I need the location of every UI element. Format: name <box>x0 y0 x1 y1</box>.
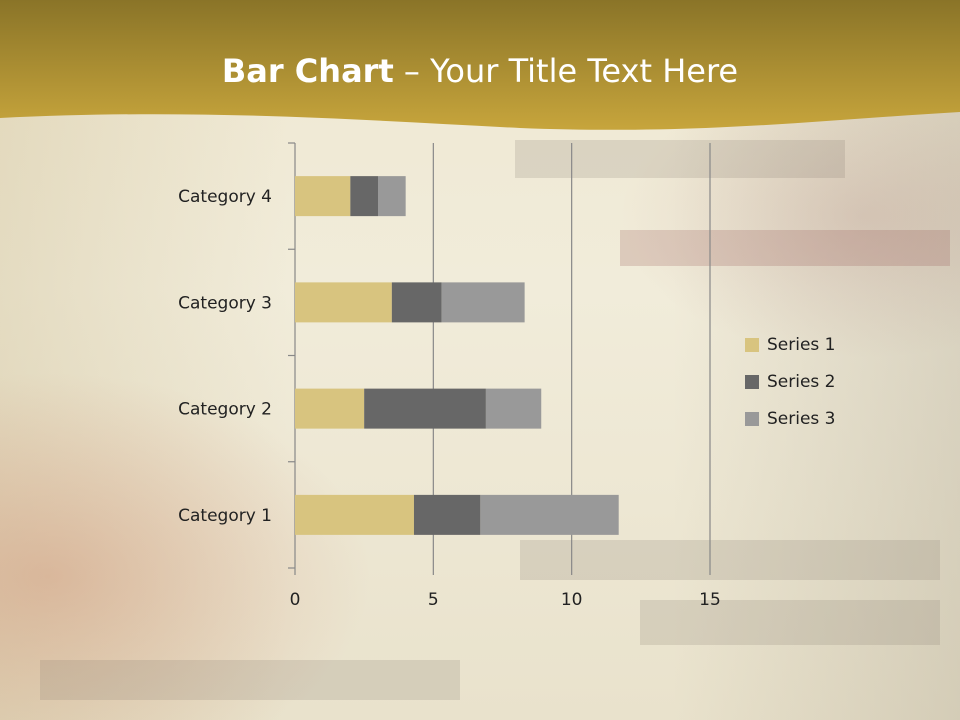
chart-legend: Series 1 Series 2 Series 3 <box>745 326 836 437</box>
legend-item-series-3: Series 3 <box>745 400 836 437</box>
background-stroke <box>620 230 950 266</box>
legend-label: Series 3 <box>767 408 836 429</box>
legend-swatch <box>745 337 759 352</box>
slide-title: Bar Chart – Your Title Text Here <box>221 52 739 90</box>
legend-label: Series 1 <box>767 334 836 355</box>
legend-swatch <box>745 411 759 426</box>
background-stroke <box>515 140 845 178</box>
category-label: Category 4 <box>178 187 272 207</box>
bar-segment-series-1 <box>295 282 392 323</box>
legend-label: Series 2 <box>767 371 836 392</box>
x-tick-label: 0 <box>290 590 301 610</box>
bar-segment-series-3 <box>485 388 542 429</box>
bar-segment-series-3 <box>480 494 619 535</box>
bar-segment-series-2 <box>413 494 481 535</box>
background-stroke <box>520 540 940 580</box>
legend-swatch <box>745 374 759 389</box>
bar-segment-series-2 <box>364 388 486 429</box>
x-tick-label: 15 <box>699 590 721 610</box>
x-tick-label: 5 <box>428 590 439 610</box>
bar-segment-series-2 <box>391 282 442 323</box>
bar-segment-series-1 <box>295 388 365 429</box>
category-label: Category 3 <box>178 293 272 313</box>
bar-segment-series-2 <box>350 176 378 217</box>
bar-segment-series-3 <box>441 282 525 323</box>
legend-item-series-1: Series 1 <box>745 326 836 363</box>
category-label: Category 1 <box>178 506 272 526</box>
header-banner <box>0 0 960 130</box>
category-label: Category 2 <box>178 400 272 420</box>
background-stroke <box>640 600 940 645</box>
x-tick-label: 10 <box>561 590 583 610</box>
background-stroke <box>40 660 460 700</box>
bar-segment-series-1 <box>295 176 351 217</box>
bar-segment-series-3 <box>378 176 406 217</box>
legend-item-series-2: Series 2 <box>745 363 836 400</box>
bar-segment-series-1 <box>295 494 414 535</box>
